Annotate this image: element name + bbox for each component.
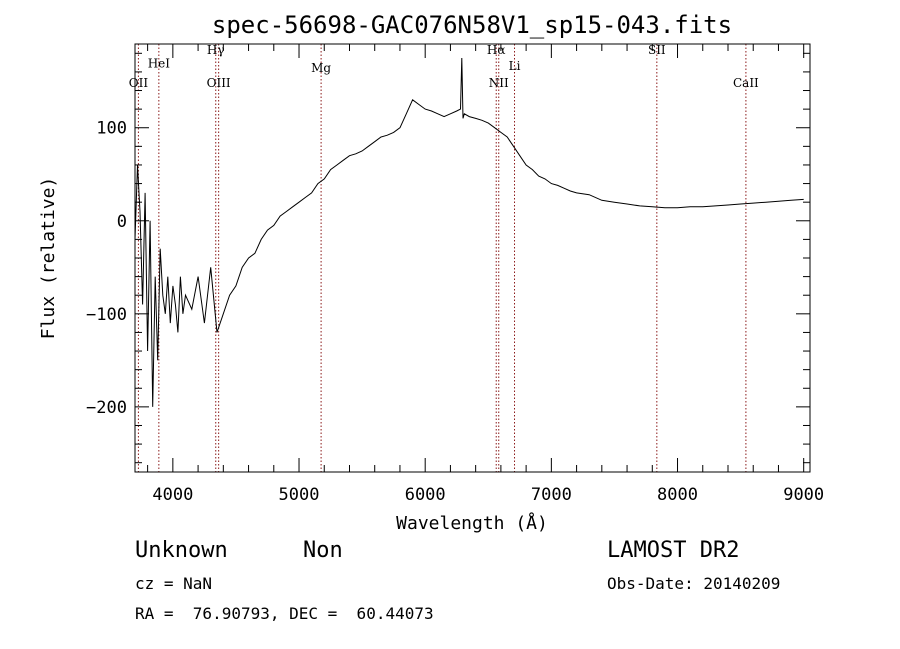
redshift-cz: cz = NaN — [135, 574, 213, 593]
spectral-line-label: Mg — [311, 61, 331, 75]
survey-name: LAMOST DR2 — [607, 538, 740, 563]
spectral-line-label: NII — [489, 76, 509, 90]
x-axis-ticks: 4000 5000 6000 7000 8000 9000 — [147, 44, 824, 505]
x-tick-label: 8000 — [657, 485, 698, 505]
x-tick-label: 4000 — [152, 485, 193, 505]
spectral-line-label: HeI — [148, 56, 171, 70]
obs-date: Obs-Date: 20140209 — [607, 574, 781, 593]
y-tick-label: −100 — [86, 305, 127, 325]
spectral-line-label: SII — [648, 43, 666, 57]
spectrum-line — [134, 57, 804, 407]
x-tick-label: 9000 — [783, 485, 824, 505]
x-tick-label: 7000 — [531, 485, 572, 505]
spectral-line-label: Li — [509, 59, 521, 73]
x-axis-label: Wavelength (Å) — [396, 512, 548, 534]
y-tick-label: 100 — [96, 119, 127, 139]
y-tick-label: −200 — [86, 398, 127, 418]
x-tick-label: 5000 — [279, 485, 320, 505]
object-class: Unknown — [135, 538, 228, 563]
spectral-line-markers — [137, 44, 747, 472]
plot-frame — [134, 43, 811, 473]
spectral-line-label: CaII — [733, 76, 759, 90]
y-tick-label: 0 — [117, 212, 127, 232]
chart-title: spec-56698-GAC076N58V1_sp15-043.fits — [212, 11, 732, 39]
object-subclass: Non — [303, 538, 343, 563]
spectral-line-label: OIII — [207, 76, 231, 90]
y-axis-label: Flux (relative) — [38, 177, 59, 340]
spectral-line-label: Hα — [487, 43, 506, 57]
spectral-line-label: Hγ — [207, 43, 225, 57]
y-axis-ticks: −200 −100 0 100 — [86, 52, 810, 464]
x-tick-label: 6000 — [405, 485, 446, 505]
coordinates: RA = 76.90793, DEC = 60.44073 — [135, 604, 434, 623]
spectral-line-label: OII — [129, 76, 149, 90]
